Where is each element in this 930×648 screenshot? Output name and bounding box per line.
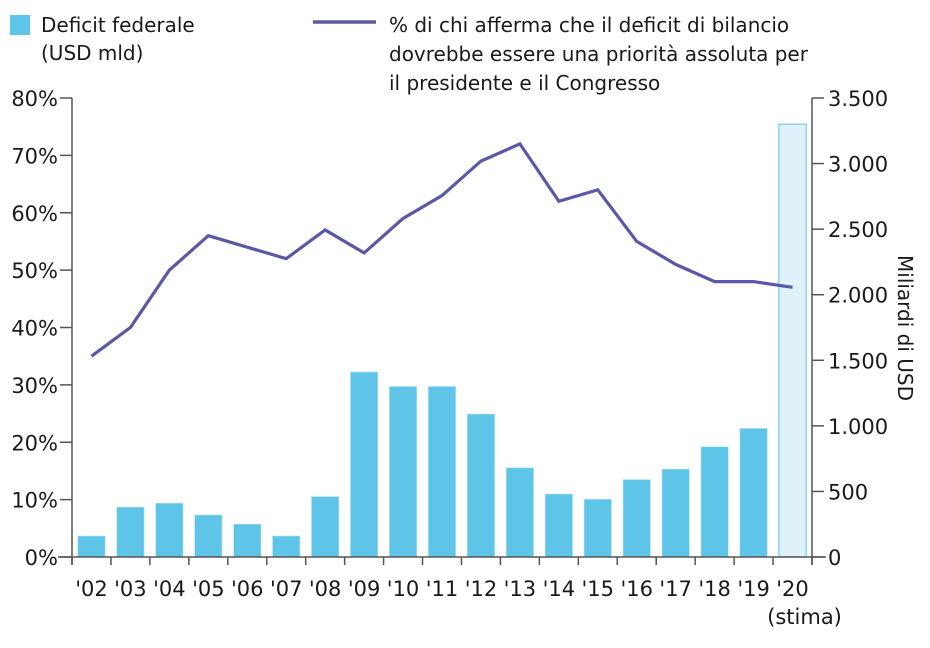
legend-swatch-deficit	[10, 15, 30, 35]
x-axis-tick-label: '08	[309, 577, 342, 601]
bar-deficit	[194, 514, 223, 558]
x-axis-tick-label: '06	[231, 577, 264, 601]
bar-deficit	[661, 468, 690, 558]
x-axis-tick-label: '15	[582, 577, 615, 601]
bar-deficit	[116, 506, 145, 558]
right-axis-tick-label: 1.000	[828, 415, 888, 439]
bar-deficit	[583, 498, 612, 558]
legend-label-deficit-line1: Deficit federale	[41, 13, 195, 37]
left-axis-tick-label: 30%	[11, 374, 58, 398]
bar-deficit	[467, 413, 495, 558]
right-axis-tick-label: 2.000	[828, 284, 888, 308]
left-axis-tick-label: 0%	[25, 546, 58, 570]
right-axis-title: Miliardi di USD	[893, 255, 917, 401]
bar-deficit	[389, 386, 417, 558]
right-axis-tick-label: 1.500	[828, 349, 888, 373]
bar-deficit	[544, 493, 573, 558]
left-axis-tick-label: 70%	[11, 144, 58, 168]
x-axis-tick-label: '07	[270, 577, 303, 601]
left-axis-tick-label: 40%	[11, 317, 58, 341]
x-axis-tick-label: '11	[426, 577, 459, 601]
line-layer	[90, 141, 793, 358]
x-axis-tick-label: '19	[737, 577, 770, 601]
legend-label-priority-line1: % di chi afferma che il deficit di bilan…	[389, 13, 789, 37]
right-axis-tick-label: 2.500	[828, 218, 888, 242]
bar-deficit-estimate	[778, 123, 807, 558]
x-axis-tick-label: '18	[698, 577, 731, 601]
legend-item-priority: % di chi afferma che il deficit di bilan…	[313, 13, 809, 95]
legend-label-priority-line2: dovrebbe essere una priorità assoluta pe…	[389, 42, 809, 66]
bar-deficit	[622, 479, 651, 558]
x-axis-tick-label: '13	[504, 577, 537, 601]
left-axis-tick-label: 20%	[11, 431, 58, 455]
x-axis-tick-label: '17	[659, 577, 692, 601]
right-axis-tick-label: 0	[828, 546, 841, 570]
x-axis-tick-label: '02	[75, 577, 108, 601]
bar-deficit	[311, 496, 340, 558]
x-axis-tick-sublabel: (stima)	[767, 605, 842, 629]
left-axis-tick-label: 50%	[11, 259, 58, 283]
right-axis-tick-label: 500	[828, 480, 868, 504]
x-axis-tick-label: '10	[387, 577, 420, 601]
x-axis-tick-label: '03	[114, 577, 147, 601]
x-axis-tick-label: '16	[620, 577, 653, 601]
legend-label-deficit-line2: (USD mld)	[41, 41, 143, 65]
bar-deficit	[233, 523, 262, 558]
x-axis-tick-label: '12	[465, 577, 498, 601]
bar-deficit	[272, 535, 301, 558]
x-axis-tick-label: '09	[348, 577, 381, 601]
bar-deficit	[505, 467, 534, 558]
legend-label-priority-line3: il presidente e il Congresso	[389, 71, 660, 95]
x-axis-tick-label: '05	[192, 577, 225, 601]
left-axis-tick-label: 10%	[11, 489, 58, 513]
right-axis-tick-label: 3.500	[828, 87, 888, 111]
legend: Deficit federale (USD mld) % di chi affe…	[10, 13, 809, 95]
left-axis-tick-label: 60%	[11, 202, 58, 226]
bar-deficit	[155, 502, 184, 558]
axes-layer: 0% 10% 20% 30% 40% 50% 60% 70% 80% 0 500 1.000 1.500…	[11, 87, 888, 629]
left-axis-tick-label: 80%	[11, 87, 58, 111]
line-priority-percent	[90, 141, 793, 358]
bar-deficit	[700, 446, 729, 558]
x-axis-tick-label: '20	[776, 577, 809, 601]
bar-deficit	[77, 535, 106, 558]
bar-deficit	[350, 371, 379, 558]
bars-layer	[77, 123, 807, 558]
x-axis-tick-label: '14	[543, 577, 576, 601]
bar-deficit	[739, 428, 768, 558]
bar-deficit	[428, 386, 456, 558]
x-axis-tick-label: '04	[153, 577, 186, 601]
right-axis-tick-label: 3.000	[828, 153, 888, 177]
legend-item-deficit: Deficit federale (USD mld)	[10, 13, 195, 65]
